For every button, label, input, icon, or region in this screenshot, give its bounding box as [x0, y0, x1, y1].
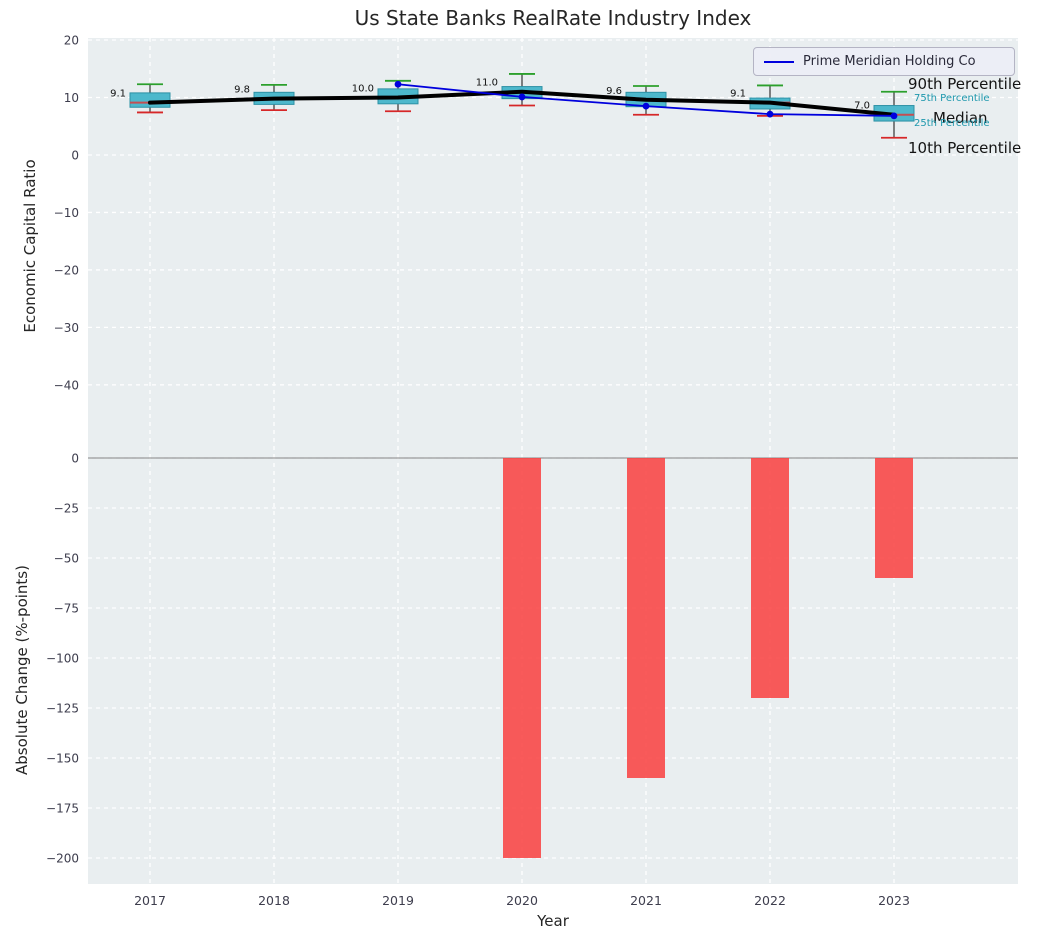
annotation-25th-percentile: 25th Percentile: [914, 118, 990, 129]
x-tick-label: 2020: [506, 893, 538, 908]
y-tick-label: 0: [71, 148, 79, 162]
box-iqr: [129, 92, 171, 108]
y-tick-label: −50: [54, 552, 79, 566]
bar-2020: [503, 458, 541, 858]
y-tick-label: 10: [64, 91, 79, 105]
median-value-label: 11.0: [476, 78, 498, 89]
median-value-label: 7.0: [854, 101, 870, 112]
annotation-75th-percentile: 75th Percentile: [914, 93, 990, 104]
chart-title: Us State Banks RealRate Industry Index: [354, 6, 752, 30]
y-tick-label: −100: [46, 652, 79, 666]
y-tick-label: −20: [54, 263, 79, 277]
y-tick-label: −30: [54, 321, 79, 335]
y-tick-label: −10: [54, 206, 79, 220]
y-tick-label: −25: [54, 502, 79, 516]
median-value-label: 9.1: [110, 89, 126, 100]
x-tick-label: 2021: [630, 893, 662, 908]
axes-background-bottom: [88, 455, 1018, 884]
median-value-label: 10.0: [352, 83, 374, 94]
x-tick-label: 2019: [382, 893, 414, 908]
y-tick-label: 20: [64, 34, 79, 48]
median-value-label: 9.1: [730, 89, 746, 100]
y-tick-label: −40: [54, 378, 79, 392]
median-value-label: 9.8: [234, 85, 250, 96]
y-tick-label: −175: [46, 802, 79, 816]
x-tick-label: 2017: [134, 893, 166, 908]
legend: Prime Meridian Holding Co: [753, 47, 1015, 76]
y-tick-label: −200: [46, 852, 79, 866]
y-tick-label: 0: [71, 452, 79, 466]
bar-2021: [627, 458, 665, 778]
y-tick-label: −125: [46, 702, 79, 716]
x-tick-label: 2023: [878, 893, 910, 908]
legend-line-sample: [764, 60, 794, 63]
company-marker: [518, 93, 526, 101]
xlabel-year: Year: [537, 912, 569, 930]
legend-series-label: Prime Meridian Holding Co: [803, 54, 976, 69]
annotation-90th-percentile: 90th Percentile: [908, 75, 1022, 93]
company-marker: [766, 110, 774, 118]
x-tick-label: 2018: [258, 893, 290, 908]
ylabel-absolute-change: Absolute Change (%-points): [13, 565, 31, 775]
median-trend-line: [148, 89, 896, 117]
y-tick-label: −150: [46, 752, 79, 766]
x-tick-label: 2022: [754, 893, 786, 908]
bar-2022: [751, 458, 789, 698]
company-marker: [394, 80, 402, 88]
ylabel-economic-capital-ratio: Economic Capital Ratio: [21, 159, 39, 333]
annotation-10th-percentile: 10th Percentile: [908, 139, 1022, 157]
company-marker: [642, 102, 650, 110]
annotation-median: Median: [933, 109, 988, 127]
y-tick-label: −75: [54, 602, 79, 616]
company-marker: [890, 112, 898, 120]
median-value-label: 9.6: [606, 86, 622, 97]
bar-2023: [875, 458, 913, 578]
